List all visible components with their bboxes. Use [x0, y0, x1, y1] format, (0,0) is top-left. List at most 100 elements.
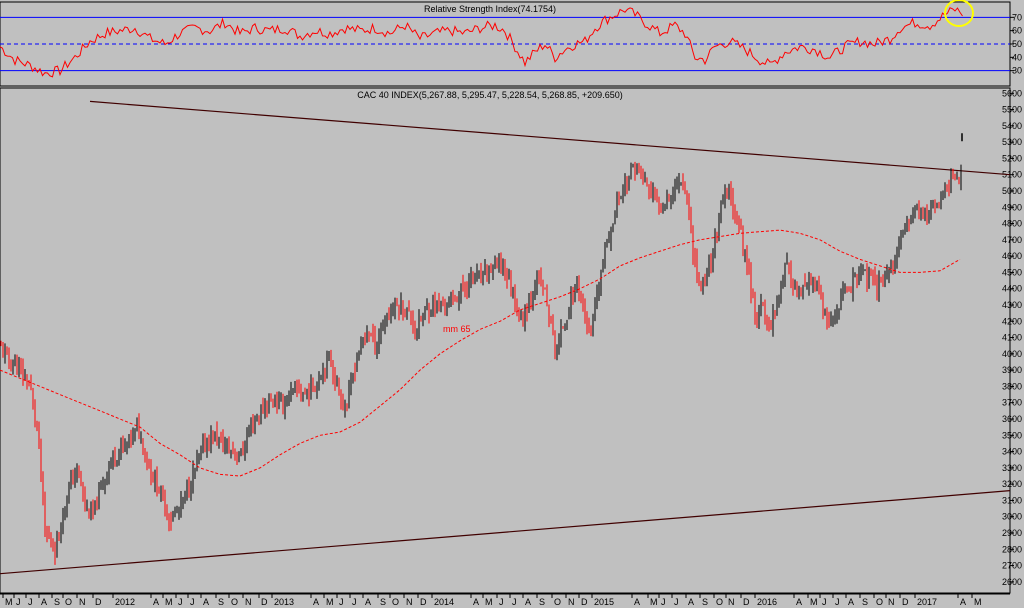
trendline-0 [89, 100, 1011, 176]
price-tick-label: 2700 [1002, 561, 1022, 571]
price-tick-label: 3000 [1002, 512, 1022, 522]
x-tick-label: J [674, 597, 679, 607]
x-tick-label: 2012 [115, 597, 135, 607]
x-tick-label: 2013 [274, 597, 294, 607]
price-tick-label: 5000 [1002, 186, 1022, 196]
price-panel-frame [0, 87, 1011, 594]
price-title: CAC 40 INDEX(5,267.88, 5,295.47, 5,228.5… [357, 90, 622, 100]
price-tick-label: 5300 [1002, 137, 1022, 147]
x-tick-label: 2017 [917, 597, 937, 607]
price-tick-label: 4400 [1002, 284, 1022, 294]
x-tick-label: D [261, 597, 268, 607]
price-tick-label: 4300 [1002, 300, 1022, 310]
price-tick-label: 4900 [1002, 202, 1022, 212]
rsi-tick-label: 70 [1012, 12, 1022, 22]
price-tick-label: 4500 [1002, 267, 1022, 277]
rsi-tick-label: 60 [1012, 26, 1022, 36]
x-tick-label: J [512, 597, 517, 607]
x-tick-label: M [326, 597, 334, 607]
x-tick-label: J [16, 597, 21, 607]
x-tick-label: N [406, 597, 413, 607]
price-tick-label: 4100 [1002, 333, 1022, 343]
x-tick-label: A [473, 597, 479, 607]
price-tick-label: 5400 [1002, 121, 1022, 131]
price-tick-label: 3400 [1002, 447, 1022, 457]
rsi-highlight-circle [944, 0, 974, 27]
x-tick-label: D [420, 597, 427, 607]
x-tick-label: J [178, 597, 183, 607]
x-tick-label: S [380, 597, 386, 607]
x-tick-label: A [313, 597, 319, 607]
x-tick-label: D [902, 597, 909, 607]
x-tick-label: A [688, 597, 694, 607]
price-tick-label: 3200 [1002, 479, 1022, 489]
x-tick-label: S [218, 597, 224, 607]
x-tick-label: A [153, 597, 159, 607]
rsi-tick-label: 30 [1012, 66, 1022, 76]
x-tick-label: N [79, 597, 86, 607]
rsi-tick-label: 40 [1012, 52, 1022, 62]
x-tick-label: A [634, 597, 640, 607]
x-tick-label: J [339, 597, 344, 607]
x-tick-label: N [728, 597, 735, 607]
rsi-title: Relative Strength Index(74.1754) [424, 4, 556, 14]
price-tick-label: 4200 [1002, 316, 1022, 326]
rsi-reference-lines [0, 16, 1010, 72]
x-tick-label: J [28, 597, 33, 607]
x-tick-label: M [810, 597, 818, 607]
x-tick-label: N [888, 597, 895, 607]
price-tick-label: 4600 [1002, 251, 1022, 261]
price-tick-label: 2900 [1002, 528, 1022, 538]
x-tick-label: M [650, 597, 658, 607]
x-tick-label: O [392, 597, 399, 607]
x-tick-label: M [974, 597, 982, 607]
x-tick-label: O [231, 597, 238, 607]
x-tick-label: J [822, 597, 827, 607]
x-tick-label: O [65, 597, 72, 607]
x-tick-label: A [525, 597, 531, 607]
x-tick-label: 2015 [594, 597, 614, 607]
x-tick-label: O [716, 597, 723, 607]
rsi-panel: Relative Strength Index(74.1754) 30 40 50 6… [0, 0, 1022, 87]
rsi-y-axis: 30 40 50 60 70 [1010, 12, 1022, 76]
price-tick-label: 5500 [1002, 105, 1022, 115]
x-tick-label: A [960, 597, 966, 607]
x-tick-label: 2016 [757, 597, 777, 607]
x-tick-label: J [190, 597, 195, 607]
x-tick-label: D [743, 597, 750, 607]
price-tick-label: 2600 [1002, 577, 1022, 587]
x-tick-label: S [539, 597, 545, 607]
price-tick-label: 3100 [1002, 495, 1022, 505]
x-tick-label: S [862, 597, 868, 607]
price-tick-label: 5600 [1002, 88, 1022, 98]
price-tick-label: 3700 [1002, 398, 1022, 408]
price-tick-label: 4000 [1002, 349, 1022, 359]
price-tick-label: 5200 [1002, 153, 1022, 163]
price-tick-label: 5100 [1002, 170, 1022, 180]
price-panel: CAC 40 INDEX(5,267.88, 5,295.47, 5,228.5… [0, 87, 1022, 594]
x-tick-label: M [5, 597, 13, 607]
x-tick-label: J [352, 597, 357, 607]
x-tick-label: S [54, 597, 60, 607]
x-tick-label: M [485, 597, 493, 607]
price-y-axis: 2600 2700 2800 2900 3000 3100 3200 3300 3400 3500… [1002, 88, 1022, 587]
x-tick-label: O [876, 597, 883, 607]
rsi-series-line [0, 7, 963, 78]
x-tick-label: A [848, 597, 854, 607]
time-x-axis: M J J A S O N D 2012 A M J J A S O N D 2013 A M J J A S O N D 2014 A M… [0, 593, 1010, 607]
x-tick-label: O [554, 597, 561, 607]
x-tick-label: A [203, 597, 209, 607]
mm65-moving-average-line [0, 229, 961, 477]
price-tick-label: 3600 [1002, 414, 1022, 424]
price-tick-label: 4700 [1002, 235, 1022, 245]
x-tick-label: D [95, 597, 102, 607]
x-tick-label: A [796, 597, 802, 607]
rsi-tick-label: 50 [1012, 39, 1022, 49]
price-tick-label: 4800 [1002, 219, 1022, 229]
x-tick-label: D [581, 597, 588, 607]
x-tick-label: 2014 [434, 597, 454, 607]
x-tick-label: N [245, 597, 252, 607]
x-tick-label: J [835, 597, 840, 607]
price-candles [0, 161, 962, 565]
